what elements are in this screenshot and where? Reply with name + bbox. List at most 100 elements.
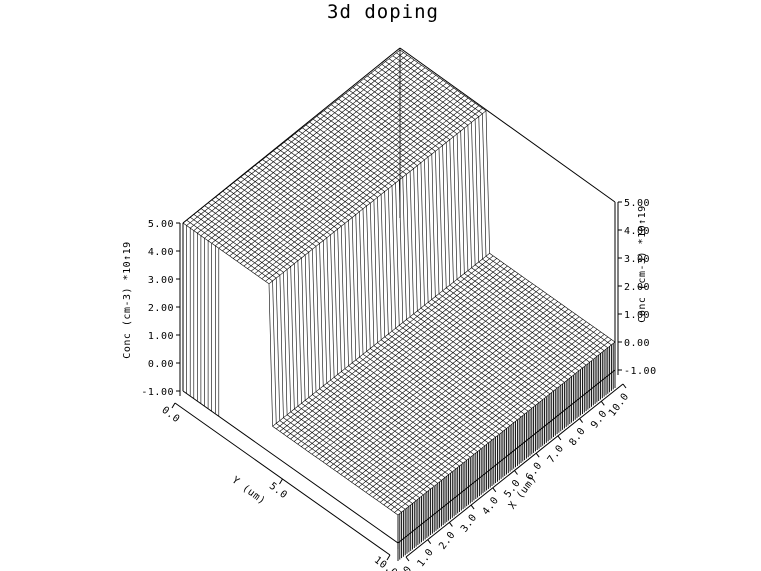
surface-column <box>204 205 420 498</box>
surface-column <box>200 208 417 501</box>
surface-column <box>396 52 612 346</box>
surface-column <box>215 196 431 490</box>
x-tick-label: 7.0 <box>546 443 567 465</box>
surface-column <box>298 130 514 423</box>
surface-column <box>229 185 446 478</box>
surface-column <box>211 199 428 493</box>
z-axis-label-left: Conc (cm-3) *10↑19 <box>122 241 133 358</box>
surface-column <box>327 107 543 400</box>
surface-column <box>294 133 511 426</box>
surface-column <box>381 64 598 357</box>
surface-column <box>222 191 438 484</box>
surface-column <box>284 142 500 435</box>
x-tick <box>535 452 540 458</box>
surface-column <box>226 188 442 481</box>
z-tick-label-right: -1.00 <box>624 366 657 377</box>
surface-column <box>208 202 424 496</box>
surface-column <box>323 110 540 403</box>
surface-column <box>251 167 467 461</box>
surface-column <box>345 93 561 386</box>
surface-column <box>266 156 482 449</box>
x-tick-label: 0.0 <box>394 564 415 571</box>
z-tick-label-left: -1.00 <box>141 387 174 398</box>
surface-column <box>392 55 608 349</box>
y-tick-label: 10.0 <box>372 555 399 571</box>
chart-title: 3d doping <box>327 1 439 23</box>
x-tick <box>579 418 583 423</box>
x-tick <box>514 470 518 475</box>
y-axis: 0.0 5.0 10.0 <box>159 402 399 571</box>
surface-column <box>247 170 464 464</box>
x-tick-label: 8.0 <box>567 426 588 448</box>
surface-column <box>367 75 583 369</box>
x-tick <box>448 522 453 527</box>
surface-column <box>370 72 587 366</box>
surface-column <box>309 121 525 415</box>
surface-column <box>190 216 406 510</box>
surface-column <box>193 214 410 507</box>
surface-column <box>186 219 402 513</box>
x-tick-label: 2.0 <box>437 530 458 552</box>
surface-column <box>360 81 576 374</box>
surface-column <box>399 49 616 343</box>
frame-edge <box>399 47 616 203</box>
surface-column <box>291 136 507 429</box>
y-tick-label: 5.0 <box>267 481 289 502</box>
surface-column <box>302 127 518 421</box>
x-tick-label: 3.0 <box>459 512 480 534</box>
z-tick-label-left: 2.00 <box>148 303 174 314</box>
plot-box-frame <box>182 47 616 549</box>
z-tick-label-left: 3.00 <box>148 275 174 286</box>
z-tick-label-left: 4.00 <box>148 247 174 258</box>
z-tick-label-left: 5.00 <box>148 219 174 230</box>
y-tick <box>171 402 176 409</box>
surface-column <box>280 144 496 438</box>
surface-column <box>262 159 478 452</box>
x-tick-label: 1.0 <box>416 547 437 569</box>
surface-column <box>197 211 413 504</box>
x-tick <box>557 435 562 441</box>
surface-column <box>240 176 457 470</box>
surface-column <box>341 95 558 389</box>
surface-column <box>316 116 532 409</box>
frame-edge <box>182 47 401 224</box>
surface-column <box>378 67 594 360</box>
surface-column <box>219 193 435 487</box>
y-tick <box>386 554 391 561</box>
surface-column <box>320 113 536 406</box>
y-tick-label: 0.0 <box>159 405 181 426</box>
z-axis-right: 5.00 4.00 3.00 2.00 1.00 0.00 -1.00 <box>617 198 657 377</box>
surface-column <box>352 87 569 380</box>
surface-column <box>233 182 449 475</box>
z-axis-label-right: Conc (cm-3) *10↑19 <box>637 205 648 322</box>
surface-column <box>269 153 485 447</box>
surface-column <box>258 162 475 455</box>
surface-column <box>338 98 554 392</box>
surface-column <box>313 118 529 412</box>
surface-column <box>356 84 572 377</box>
z-tick-label-right: 5.00 <box>624 198 650 209</box>
surface-column <box>374 69 590 363</box>
z-tick-label-right: 4.00 <box>624 226 650 237</box>
y-tick <box>279 478 283 485</box>
x-tick <box>492 487 497 493</box>
x-tick <box>600 400 605 406</box>
x-tick <box>622 383 627 389</box>
surface-column <box>287 139 504 432</box>
z-tick-label-right: 2.00 <box>624 282 650 293</box>
x-tick <box>405 556 410 562</box>
surface-column <box>237 179 453 473</box>
y-axis-label: Y (um) <box>230 475 268 507</box>
z-axis-left: 5.00 4.00 3.00 2.00 1.00 0.00 -1.00 <box>141 219 181 398</box>
surface-column <box>331 104 547 398</box>
surface-column <box>385 61 601 354</box>
x-tick <box>470 504 475 510</box>
z-tick-label-left: 0.00 <box>148 359 174 370</box>
doping-surface <box>182 49 616 561</box>
z-tick-label-right: 1.00 <box>624 310 650 321</box>
surface-column <box>273 150 489 444</box>
surface-column <box>305 124 522 418</box>
surface-column <box>276 147 493 441</box>
x-tick <box>427 539 432 545</box>
